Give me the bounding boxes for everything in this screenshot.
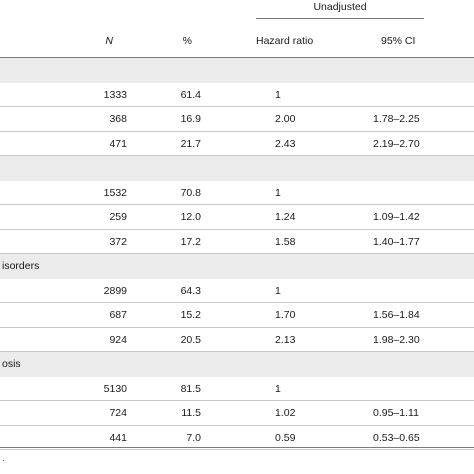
cell-ci: 1.56–1.84 <box>373 309 420 321</box>
cell-hazard-ratio: 0.59 <box>275 431 296 444</box>
unadjusted-group-header: Unadjusted <box>313 1 367 13</box>
cell-ci: 1.09–1.42 <box>373 211 420 223</box>
cell-hazard-ratio: 1.02 <box>275 407 296 419</box>
cell-percent: 17.2 <box>180 235 201 248</box>
col-header-percent: % <box>182 35 192 47</box>
cell-n: 259 <box>109 211 127 223</box>
cell-hazard-ratio: 1 <box>275 284 281 297</box>
cell-percent: 12.0 <box>180 211 201 223</box>
cell-percent: 81.5 <box>180 382 201 395</box>
group-header-underline <box>256 18 424 19</box>
cell-percent: 16.9 <box>180 113 201 125</box>
cell-n: 368 <box>109 113 127 125</box>
section-header-row <box>0 58 474 83</box>
row-divider <box>0 326 474 328</box>
cell-n: 1532 <box>103 186 127 199</box>
row-divider <box>0 449 474 450</box>
cell-hazard-ratio: 1 <box>275 382 281 395</box>
cell-hazard-ratio: 1.24 <box>275 211 296 223</box>
row-divider <box>0 204 474 205</box>
footnote: . <box>2 452 5 464</box>
cell-ci: 1.98–2.30 <box>373 333 420 346</box>
cell-hazard-ratio: 2.43 <box>275 137 296 150</box>
section-header-row <box>0 156 474 181</box>
cell-hazard-ratio: 1.70 <box>275 309 296 321</box>
cell-hazard-ratio: 1.58 <box>275 235 296 248</box>
cell-hazard-ratio: 2.00 <box>275 113 296 125</box>
cell-n: 1333 <box>103 88 127 101</box>
cell-ci: 1.40–1.77 <box>373 235 420 248</box>
row-divider <box>0 253 474 254</box>
cell-hazard-ratio: 2.13 <box>275 333 296 346</box>
row-divider <box>0 228 474 230</box>
cell-percent: 7.0 <box>186 431 201 444</box>
cell-hazard-ratio: 1 <box>275 88 281 101</box>
cell-percent: 64.3 <box>180 284 201 297</box>
cell-n: 2899 <box>103 284 127 297</box>
header-rule <box>0 57 474 58</box>
cell-percent: 15.2 <box>180 309 201 321</box>
col-header-ci: 95% CI <box>381 35 416 47</box>
row-divider <box>0 424 474 426</box>
bottom-rule <box>0 447 474 448</box>
cell-n: 924 <box>109 333 127 346</box>
cell-ci: 2.19–2.70 <box>373 137 420 150</box>
cell-ci: 1.78–2.25 <box>373 113 420 125</box>
cell-percent: 21.7 <box>180 137 201 150</box>
cell-ci: 0.95–1.11 <box>373 407 419 419</box>
cell-percent: 61.4 <box>180 88 201 101</box>
cell-n: 372 <box>109 235 127 248</box>
col-header-n: N <box>105 35 113 47</box>
row-divider <box>0 302 474 303</box>
section-label: isorders <box>2 260 40 272</box>
cell-n: 441 <box>109 431 127 444</box>
cell-ci: 0.53–0.65 <box>373 431 420 444</box>
section-header-row <box>0 254 474 279</box>
cell-hazard-ratio: 1 <box>275 186 281 199</box>
section-header-row <box>0 352 474 377</box>
cell-n: 724 <box>109 407 127 419</box>
row-divider <box>0 130 474 132</box>
cell-percent: 11.5 <box>181 407 201 419</box>
cell-percent: 20.5 <box>180 333 201 346</box>
row-divider <box>0 400 474 401</box>
row-divider <box>0 106 474 107</box>
row-divider <box>0 351 474 352</box>
cell-percent: 70.8 <box>180 186 201 199</box>
cell-n: 5130 <box>103 382 127 395</box>
section-label: osis <box>2 358 21 370</box>
row-divider <box>0 155 474 156</box>
col-header-hazard-ratio: Hazard ratio <box>256 35 314 47</box>
cell-n: 471 <box>109 137 127 150</box>
cell-n: 687 <box>109 309 127 321</box>
